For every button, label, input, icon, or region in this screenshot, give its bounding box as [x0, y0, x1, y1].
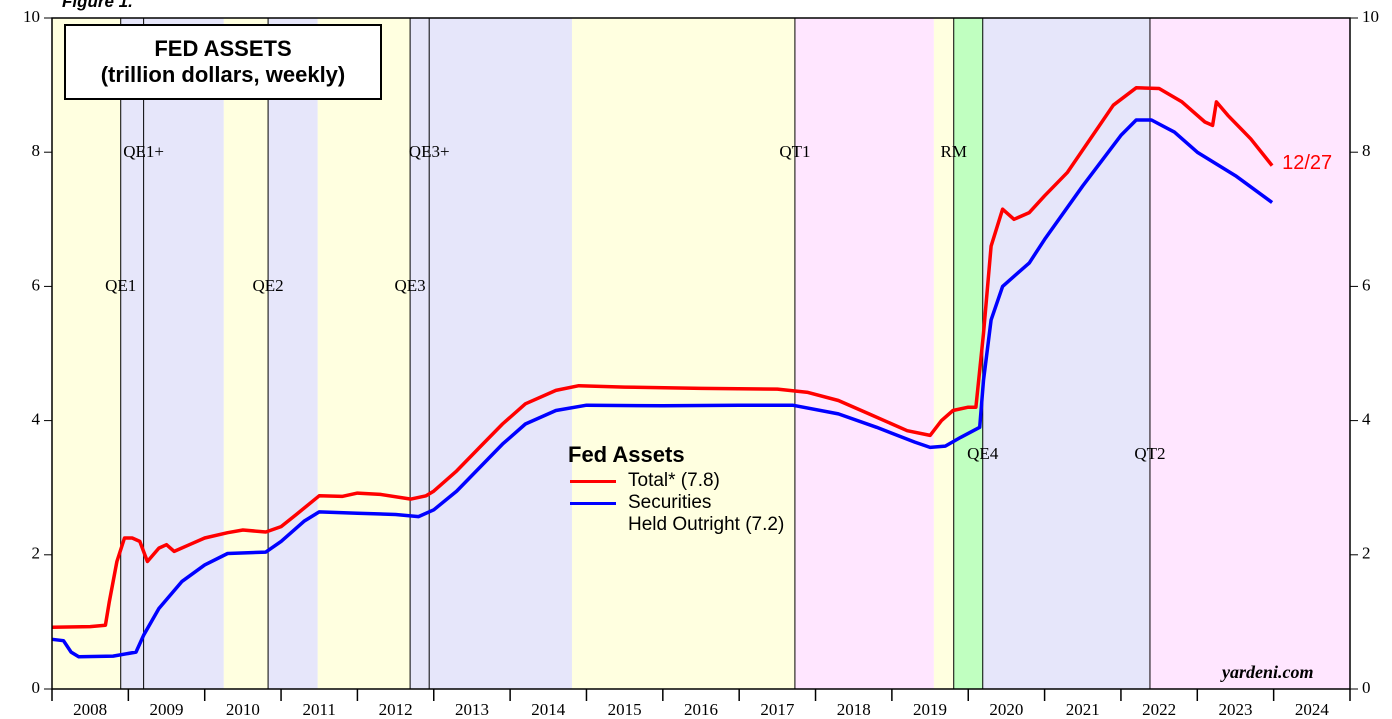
legend-swatch: [570, 480, 616, 483]
chart-title: FED ASSETS (trillion dollars, weekly): [64, 24, 382, 100]
y-tick-label: 8: [32, 141, 41, 160]
source: yardeni.com: [1222, 662, 1314, 682]
shaded-period: [794, 18, 934, 689]
event-label: QT1: [779, 142, 810, 161]
event-label: QE3: [395, 276, 426, 295]
y-tick-label: 2: [32, 544, 41, 563]
y-tick-label: 10: [23, 7, 40, 26]
plot-frame: [51, 17, 1351, 690]
shaded-period: [953, 18, 983, 689]
x-tick-label: 2019: [913, 700, 947, 719]
y2-tick-label: 8: [1362, 141, 1371, 160]
x-tick-label: 2016: [684, 700, 718, 719]
shaded-period: [1149, 18, 1350, 689]
shaded-period: [120, 18, 224, 689]
event-label: QT2: [1134, 444, 1165, 463]
shaded-period: [982, 18, 1150, 689]
event-label: QE1+: [123, 142, 164, 161]
x-tick-label: 2023: [1218, 700, 1252, 719]
shaded-period: [410, 18, 572, 689]
event-label: RM: [940, 142, 966, 161]
x-tick-label: 2018: [837, 700, 871, 719]
legend-label: Securities Held Outright (7.2): [628, 492, 785, 535]
series-line: [51, 118, 1274, 659]
y-tick-label: 6: [32, 275, 41, 294]
x-tick-label: 2024: [1295, 700, 1330, 719]
legend-entry: Securities Held Outright (7.2): [568, 492, 784, 536]
x-tick-label: 2017: [760, 700, 795, 719]
event-label: QE1: [105, 276, 136, 295]
legend-title: Fed Assets: [568, 442, 685, 467]
legend: Fed Assets Total* (7.8) Securities Held …: [568, 444, 784, 536]
x-tick-label: 2014: [531, 700, 566, 719]
end-label: 12/27: [1282, 151, 1333, 174]
shaded-period: [571, 18, 795, 689]
shaded-period: [317, 18, 411, 689]
x-tick-label: 2009: [150, 700, 184, 719]
x-tick-label: 2012: [379, 700, 413, 719]
legend-swatch: [570, 502, 616, 505]
y-tick-label: 4: [32, 410, 41, 429]
x-tick-label: 2022: [1142, 700, 1176, 719]
x-tick-label: 2015: [608, 700, 642, 719]
legend-label: Total* (7.8): [628, 470, 720, 491]
y-tick-label: 0: [32, 678, 41, 697]
shaded-period: [52, 18, 121, 689]
shaded-period: [933, 18, 954, 689]
event-label: QE2: [252, 276, 283, 295]
x-tick-label: 2021: [1066, 700, 1100, 719]
y2-tick-label: 4: [1362, 410, 1371, 429]
event-label: QE4: [967, 444, 999, 463]
shaded-period: [268, 18, 318, 689]
x-tick-label: 2013: [455, 700, 489, 719]
series-line: [51, 86, 1274, 630]
x-tick-label: 2011: [303, 700, 336, 719]
legend-entry: Total* (7.8): [568, 470, 784, 492]
y2-tick-label: 10: [1362, 7, 1379, 26]
event-label: QE3+: [409, 142, 450, 161]
shaded-period: [223, 18, 269, 689]
y2-tick-label: 6: [1362, 275, 1371, 294]
x-tick-label: 2010: [226, 700, 260, 719]
figure-label: Figure 1.: [62, 0, 133, 11]
x-tick-label: 2008: [73, 700, 107, 719]
y2-tick-label: 2: [1362, 544, 1371, 563]
x-tick-label: 2020: [989, 700, 1023, 719]
y2-tick-label: 0: [1362, 678, 1371, 697]
